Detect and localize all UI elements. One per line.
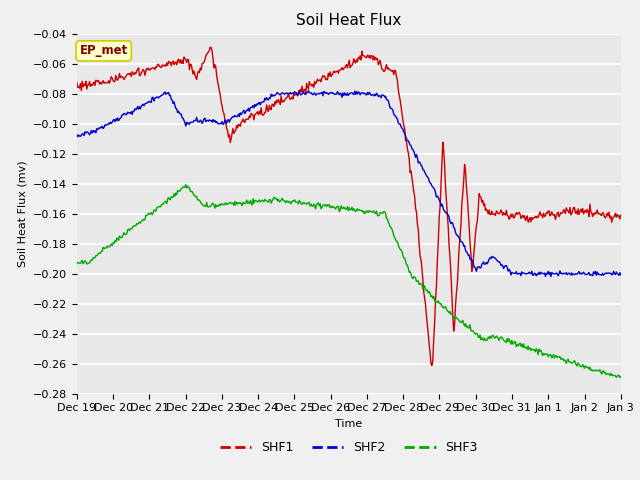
X-axis label: Time: Time <box>335 419 362 429</box>
Text: EP_met: EP_met <box>79 44 128 58</box>
Title: Soil Heat Flux: Soil Heat Flux <box>296 13 401 28</box>
Y-axis label: Soil Heat Flux (mv): Soil Heat Flux (mv) <box>17 160 28 267</box>
Legend: SHF1, SHF2, SHF3: SHF1, SHF2, SHF3 <box>214 436 483 459</box>
